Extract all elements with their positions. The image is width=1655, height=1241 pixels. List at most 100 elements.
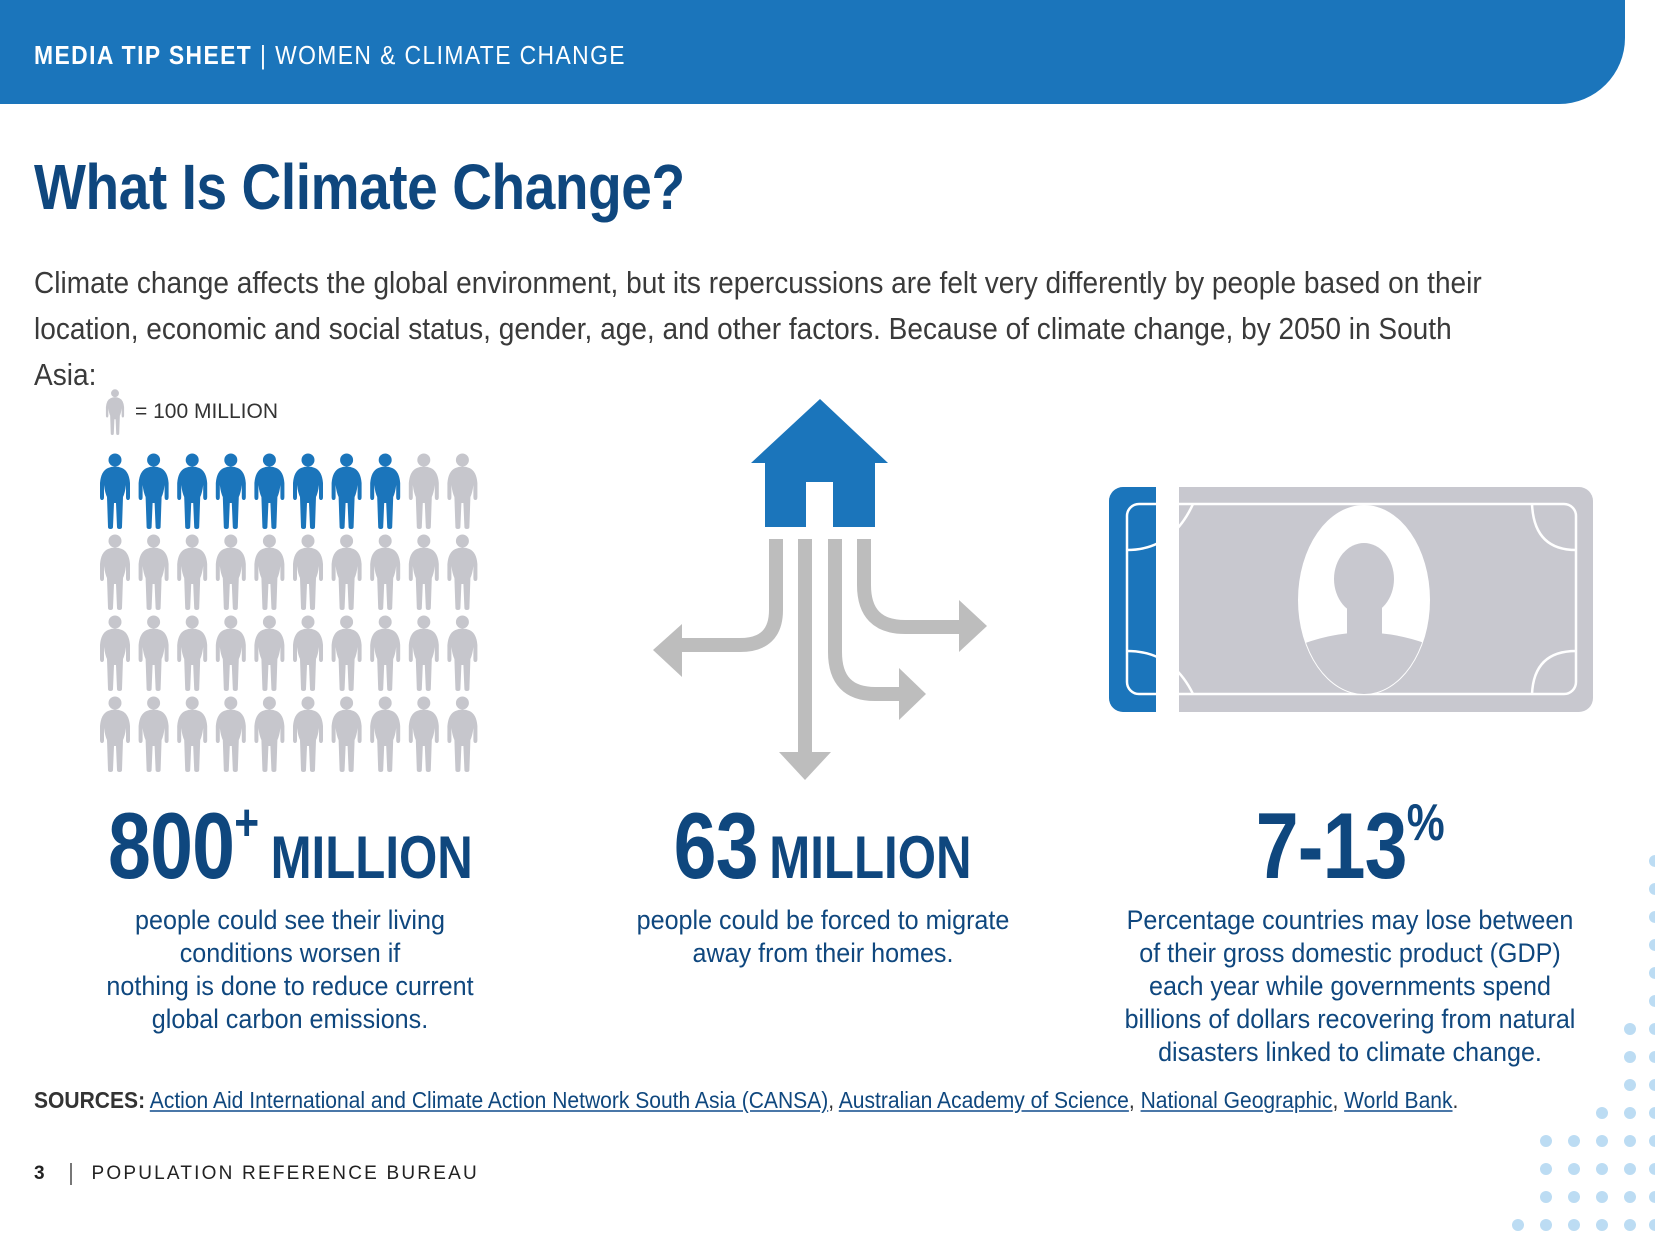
person-icon	[177, 696, 208, 772]
decorative-dot	[1596, 1107, 1608, 1119]
migration-arrows	[680, 539, 960, 756]
decorative-dot	[1649, 1219, 1655, 1231]
stat-unit: MILLION	[769, 824, 972, 891]
person-icon	[408, 534, 439, 610]
portrait-icon	[1298, 505, 1430, 695]
decorative-dot	[1624, 1163, 1636, 1175]
person-icon-highlighted	[370, 453, 401, 529]
person-icon	[447, 453, 478, 529]
source-link-australian-academy[interactable]: Australian Academy of Science	[838, 1087, 1129, 1113]
decorative-dot	[1624, 1135, 1636, 1147]
person-icon	[105, 389, 125, 435]
person-icon	[138, 696, 169, 772]
person-icon	[138, 615, 169, 691]
stat-description: people could see their living conditions…	[58, 904, 523, 1036]
sources-separator: ,	[1332, 1087, 1339, 1113]
footer: 3 POPULATION REFERENCE BUREAU	[34, 1163, 479, 1185]
decorative-dot	[1596, 1219, 1608, 1231]
sources-label: SOURCES:	[34, 1087, 146, 1113]
header-text: MEDIA TIP SHEET | WOMEN & CLIMATE CHANGE	[34, 40, 626, 71]
decorative-dot	[1649, 883, 1655, 895]
stat-headline: 7-13%	[1256, 792, 1445, 900]
sources: SOURCES: Action Aid International and Cl…	[34, 1087, 1458, 1114]
stat-number: 63	[674, 793, 759, 898]
stat-number: 7-13	[1255, 793, 1408, 898]
person-icon-highlighted	[215, 453, 246, 529]
stat-migration: 63 MILLION people could be forced to migr…	[573, 792, 1073, 970]
arrow-left-head	[653, 624, 682, 677]
stat-unit: MILLION	[270, 824, 473, 891]
source-link-world-bank[interactable]: World Bank	[1344, 1087, 1453, 1113]
person-icon	[138, 534, 169, 610]
arrow-right-lower-head	[899, 668, 926, 720]
person-icon	[254, 534, 285, 610]
stat-gdp-loss: 7-13% Percentage countries may lose betw…	[1090, 792, 1610, 1069]
stat-description-line: global carbon emissions.	[151, 1004, 429, 1034]
decorative-dot	[1540, 1191, 1552, 1203]
footer-divider	[70, 1163, 72, 1185]
person-icon	[408, 453, 439, 529]
source-link-national-geographic[interactable]: National Geographic	[1140, 1087, 1333, 1113]
sources-separator: ,	[1128, 1087, 1135, 1113]
decorative-dot	[1568, 1219, 1580, 1231]
person-icon	[331, 696, 362, 772]
arrow-right-upper	[857, 539, 960, 634]
decorative-dot	[1624, 1107, 1636, 1119]
stat-description-line: of their gross domestic product (GDP)	[1139, 938, 1561, 968]
decorative-dot	[1649, 911, 1655, 923]
intro-line-2: location, economic and social status, ge…	[34, 311, 1452, 392]
person-icon	[254, 696, 285, 772]
header-bar: MEDIA TIP SHEET | WOMEN & CLIMATE CHANGE	[0, 0, 1625, 104]
decorative-dot	[1540, 1163, 1552, 1175]
footer-organization: POPULATION REFERENCE BUREAU	[91, 1163, 479, 1184]
decorative-dot	[1568, 1163, 1580, 1175]
person-icon	[408, 615, 439, 691]
stat-number: 800	[107, 793, 235, 898]
person-icon-highlighted	[138, 453, 169, 529]
decorative-dot	[1649, 1163, 1655, 1175]
sources-separator: ,	[828, 1087, 835, 1113]
legend-label: = 100 MILLION	[135, 400, 278, 423]
decorative-dot	[1624, 1023, 1636, 1035]
person-icon	[100, 696, 130, 772]
arrow-down-head	[779, 752, 831, 780]
decorative-dot	[1649, 855, 1655, 867]
person-icon	[177, 534, 208, 610]
stat-description-line: billions of dollars recovering from natu…	[1124, 1004, 1576, 1034]
stat-description: people could be forced to migrate away f…	[591, 904, 1056, 970]
decorative-dot	[1649, 1135, 1655, 1147]
intro-paragraph: Climate change affects the global enviro…	[34, 260, 1518, 398]
decorative-dot	[1568, 1191, 1580, 1203]
decorative-dot	[1540, 1219, 1552, 1231]
stat-description-line: people could be forced to migrate	[636, 905, 1010, 935]
bill-band	[1109, 487, 1156, 712]
person-icon	[447, 534, 478, 610]
stat-superscript: +	[233, 794, 259, 852]
decorative-dot	[1624, 1191, 1636, 1203]
person-icon-highlighted	[331, 453, 362, 529]
person-icon	[331, 615, 362, 691]
person-icon	[215, 615, 246, 691]
source-link-actionaid-cansa[interactable]: Action Aid International and Climate Act…	[149, 1087, 829, 1113]
stat-description-line: each year while governments spend	[1148, 971, 1551, 1001]
header-separator: |	[259, 40, 268, 70]
person-icon-highlighted	[293, 453, 323, 529]
stat-people-affected: 800+MILLION people could see their livin…	[40, 792, 540, 1036]
decorative-dot	[1649, 1191, 1655, 1203]
decorative-dot	[1649, 967, 1655, 979]
person-icon	[331, 534, 362, 610]
person-icon	[100, 615, 130, 691]
stat-headline: 800+MILLION	[108, 792, 473, 900]
decorative-dot	[1624, 1079, 1636, 1091]
stat-description-line: away from their homes.	[692, 938, 954, 968]
person-icon	[370, 534, 401, 610]
pictogram-legend: = 100 MILLION	[105, 388, 278, 436]
person-icon-highlighted	[100, 453, 130, 529]
arrow-right-lower	[828, 539, 900, 701]
header-title: MEDIA TIP SHEET	[34, 40, 253, 70]
stat-superscript: %	[1406, 794, 1445, 852]
decorative-dot	[1596, 1191, 1608, 1203]
